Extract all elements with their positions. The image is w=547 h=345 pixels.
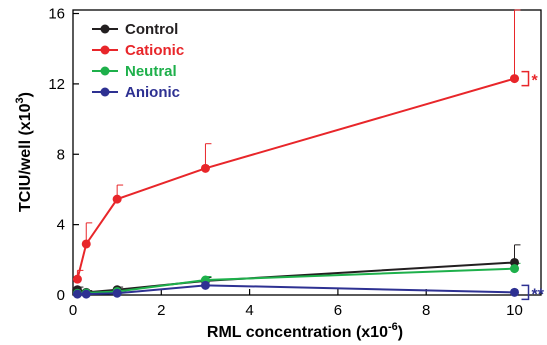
legend-marker-control xyxy=(100,24,110,34)
significance-marker-cationic: * xyxy=(532,73,539,90)
data-point-anionic xyxy=(81,289,91,299)
y-tick-label: 8 xyxy=(57,146,65,163)
data-point-anionic xyxy=(72,289,82,299)
legend-label-neutral: Neutral xyxy=(125,63,177,80)
x-tick-label: 2 xyxy=(157,302,165,319)
plot-frame xyxy=(72,9,542,296)
data-point-neutral xyxy=(510,264,520,274)
x-tick-label: 10 xyxy=(506,302,523,319)
data-point-anionic xyxy=(510,287,520,297)
significance-bracket-cationic xyxy=(521,70,530,87)
x-axis-title: RML concentration (x10-6) xyxy=(207,321,403,341)
legend-label-control: Control xyxy=(125,21,178,38)
significance-marker-anionic: ** xyxy=(532,286,545,303)
data-point-control xyxy=(510,257,520,267)
x-tick-label: 8 xyxy=(422,302,430,319)
data-point-cationic xyxy=(72,274,82,284)
legend-marker-anionic xyxy=(100,87,110,97)
y-tick-label: 12 xyxy=(48,76,65,93)
data-point-anionic xyxy=(200,280,210,290)
data-point-cationic xyxy=(510,74,520,84)
y-tick-label: 16 xyxy=(48,6,65,23)
significance-bracket-anionic xyxy=(521,284,530,301)
x-tick-label: 0 xyxy=(69,302,77,319)
series-line-cationic xyxy=(76,77,515,280)
legend-label-cationic: Cationic xyxy=(125,42,184,59)
data-point-cationic xyxy=(112,194,122,204)
series-line-neutral xyxy=(77,267,515,295)
data-point-anionic xyxy=(112,288,122,298)
x-tick-label: 4 xyxy=(245,302,253,319)
legend-marker-cationic xyxy=(100,45,110,55)
data-point-cationic xyxy=(81,239,91,249)
y-axis-title: TCIU/well (x103) xyxy=(14,92,34,212)
y-tick-label: 0 xyxy=(57,287,65,304)
legend-marker-neutral xyxy=(100,66,110,76)
x-tick-label: 6 xyxy=(334,302,342,319)
legend-label-anionic: Anionic xyxy=(125,84,180,101)
y-tick-label: 4 xyxy=(57,217,65,234)
data-point-cationic xyxy=(200,163,210,173)
